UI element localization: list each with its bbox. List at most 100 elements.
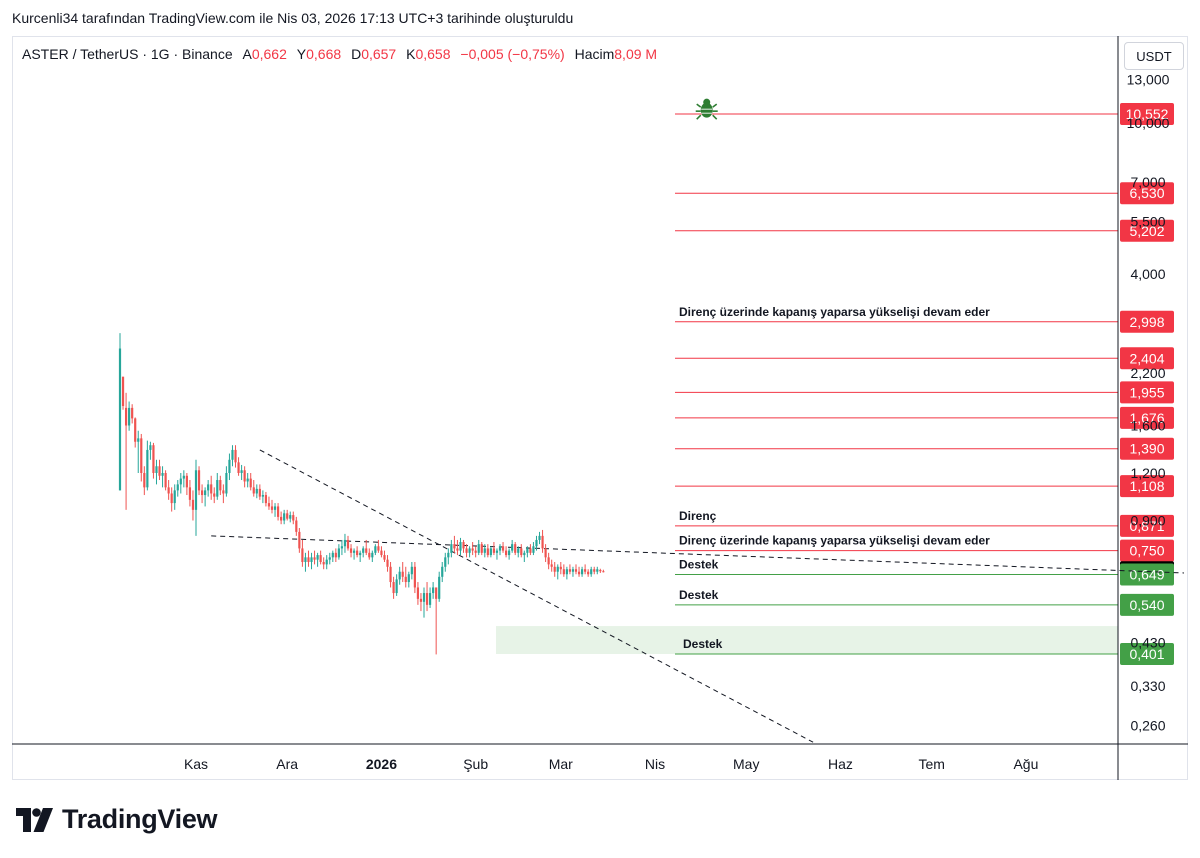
candle[interactable] [249, 478, 252, 488]
candle[interactable] [453, 544, 456, 549]
candle[interactable] [501, 546, 505, 551]
candle[interactable] [243, 470, 246, 482]
candle[interactable] [450, 544, 453, 553]
candle[interactable] [371, 552, 374, 558]
candle[interactable] [304, 557, 307, 563]
candle[interactable] [264, 495, 268, 504]
candle[interactable] [517, 548, 520, 553]
candle[interactable] [121, 376, 125, 407]
candle[interactable] [365, 548, 368, 553]
candle[interactable] [419, 598, 423, 602]
candle[interactable] [468, 548, 471, 553]
candle[interactable] [504, 550, 508, 556]
candle[interactable] [489, 548, 492, 556]
candle[interactable] [404, 576, 407, 583]
candle[interactable] [593, 569, 596, 572]
candle[interactable] [480, 544, 483, 553]
candle[interactable] [124, 407, 128, 426]
candle[interactable] [252, 487, 255, 494]
candle[interactable] [286, 513, 289, 519]
candle[interactable] [273, 506, 277, 510]
candle[interactable] [140, 438, 143, 473]
candle[interactable] [462, 542, 465, 549]
candle[interactable] [590, 569, 593, 575]
candle[interactable] [477, 544, 480, 553]
candle[interactable] [568, 569, 572, 572]
candle[interactable] [146, 449, 149, 488]
candle[interactable] [155, 466, 158, 473]
candle[interactable] [179, 478, 182, 485]
candle[interactable] [374, 546, 377, 553]
candle[interactable] [204, 490, 207, 496]
candle[interactable] [231, 449, 234, 460]
candle[interactable] [498, 546, 502, 551]
candle[interactable] [474, 550, 477, 553]
candle[interactable] [584, 569, 587, 572]
candle[interactable] [444, 557, 447, 567]
candle[interactable] [246, 478, 249, 482]
candle[interactable] [416, 587, 420, 599]
candle[interactable] [596, 569, 599, 572]
candle[interactable] [383, 555, 386, 560]
candle[interactable] [258, 488, 261, 497]
candle[interactable] [407, 574, 410, 583]
candle[interactable] [441, 566, 444, 577]
candle[interactable] [401, 571, 404, 577]
candle[interactable] [550, 564, 553, 567]
candle[interactable] [523, 552, 526, 556]
symbol-name[interactable]: ASTER / TetherUS · 1G · Binance [22, 46, 233, 62]
candle[interactable] [207, 484, 210, 491]
candle[interactable] [398, 571, 401, 580]
candle[interactable] [492, 548, 496, 553]
descending-trendline[interactable] [259, 449, 814, 743]
candle[interactable] [553, 566, 556, 572]
candle[interactable] [158, 466, 161, 476]
candle[interactable] [413, 566, 416, 588]
horizontal-trendline[interactable] [211, 535, 1185, 574]
candle[interactable] [577, 571, 581, 575]
tradingview-logo[interactable]: TradingView [16, 804, 218, 835]
candle[interactable] [511, 544, 514, 551]
candle[interactable] [292, 515, 295, 521]
candle[interactable] [580, 569, 584, 575]
candle[interactable] [486, 548, 489, 556]
candle[interactable] [161, 472, 164, 476]
chart-frame[interactable] [12, 36, 1188, 780]
candle[interactable] [228, 459, 231, 473]
candle[interactable] [541, 535, 544, 549]
candle[interactable] [395, 579, 398, 594]
candle[interactable] [544, 548, 547, 558]
candle[interactable] [143, 472, 146, 488]
candle[interactable] [137, 438, 140, 442]
candle[interactable] [362, 548, 365, 553]
candle[interactable] [392, 582, 395, 594]
candle[interactable] [495, 550, 499, 553]
candle[interactable] [483, 548, 486, 553]
candle[interactable] [295, 520, 298, 532]
candle[interactable] [559, 566, 562, 570]
candle[interactable] [216, 480, 219, 497]
candle[interactable] [571, 569, 575, 572]
candle[interactable] [289, 515, 292, 519]
candle[interactable] [422, 593, 426, 602]
candle[interactable] [337, 548, 340, 558]
candle[interactable] [328, 557, 331, 560]
candle[interactable] [359, 552, 362, 556]
candle[interactable] [188, 487, 192, 500]
candle[interactable] [170, 493, 173, 504]
candle[interactable] [377, 546, 380, 551]
candle[interactable] [213, 493, 216, 497]
candle[interactable] [428, 593, 432, 605]
candle[interactable] [565, 569, 568, 575]
candle[interactable] [310, 557, 313, 563]
candle[interactable] [538, 535, 541, 540]
candle[interactable] [432, 587, 435, 594]
candle[interactable] [368, 552, 371, 558]
candle[interactable] [128, 407, 131, 426]
candle[interactable] [164, 472, 167, 488]
candle[interactable] [210, 484, 213, 494]
candle[interactable] [532, 546, 535, 553]
candle[interactable] [456, 548, 459, 551]
candle[interactable] [270, 506, 274, 510]
candle[interactable] [562, 569, 565, 575]
